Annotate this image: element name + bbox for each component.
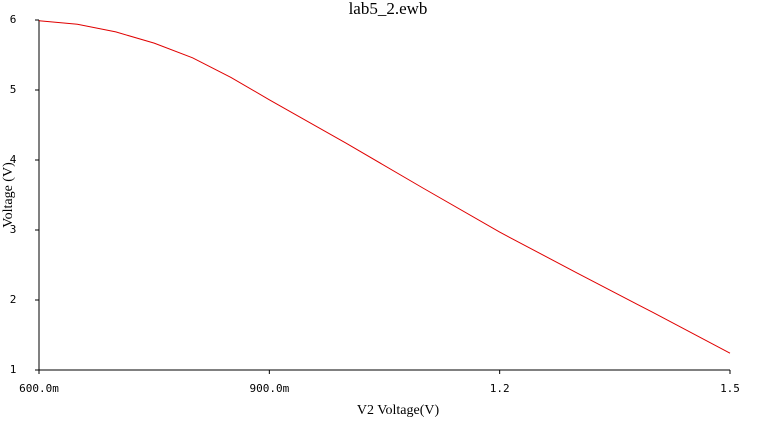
y-tick-label: 4 [10,153,17,166]
data-line [38,20,731,354]
x-axis-label: V2 Voltage(V) [357,403,440,418]
y-tick-label: 1 [10,363,17,376]
y-axis-label: Voltage (V) [1,162,16,228]
chart-title: lab5_2.ewb [349,0,428,18]
x-tick-label: 1.2 [490,382,510,395]
y-tick-label: 5 [10,83,17,96]
y-tick-label: 2 [10,293,17,306]
y-tick-label: 3 [10,223,17,236]
x-tick-label: 1.5 [720,382,740,395]
x-tick-label: 900.0m [249,382,289,395]
y-tick-label: 6 [10,13,17,26]
x-tick-label: 600.0m [19,382,59,395]
